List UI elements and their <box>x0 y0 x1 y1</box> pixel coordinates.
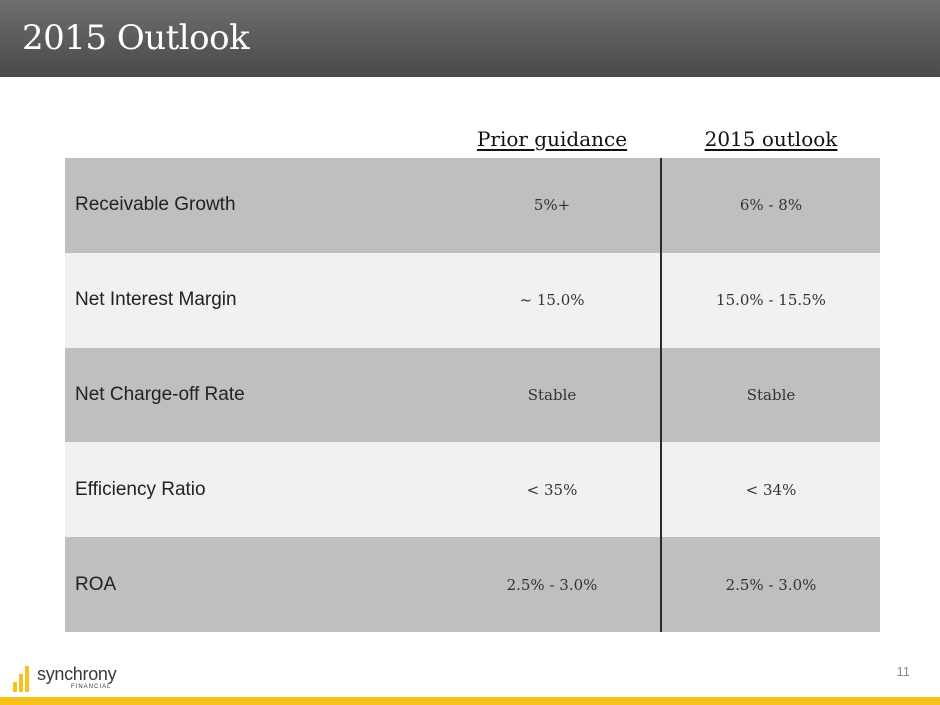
outlook-value: < 34% <box>745 480 797 499</box>
logo-wordmark: synchrony <box>37 664 117 684</box>
outlook-value: 2.5% - 3.0% <box>725 575 817 594</box>
prior-guidance-value: 5%+ <box>533 196 571 215</box>
synchrony-logo-icon <box>13 664 35 692</box>
metric-label: Net Charge-off Rate <box>75 383 245 405</box>
outlook-value: Stable <box>746 385 796 404</box>
table-row: Receivable Growth 5%+ 6% - 8% <box>65 158 880 253</box>
logo-subtitle: FINANCIAL <box>71 684 112 690</box>
table-row: Efficiency Ratio < 35% < 34% <box>65 442 880 538</box>
synchrony-logo: synchrony FINANCIAL <box>13 662 143 694</box>
prior-guidance-value: < 35% <box>526 480 578 499</box>
page-number: 11 <box>896 664 911 679</box>
prior-guidance-value: ~ 15.0% <box>519 291 585 310</box>
prior-guidance-value: 2.5% - 3.0% <box>506 575 598 594</box>
slide-title: 2015 Outlook <box>22 18 250 58</box>
table-row: Net Charge-off Rate Stable Stable <box>65 347 880 443</box>
column-header-2015-outlook: 2015 outlook <box>704 127 838 151</box>
column-header-prior-guidance: Prior guidance <box>476 127 628 151</box>
outlook-value: 6% - 8% <box>739 196 803 215</box>
table-row: Net Interest Margin ~ 15.0% 15.0% - 15.5… <box>65 252 880 348</box>
prior-guidance-value: Stable <box>527 385 577 404</box>
metric-label: Net Interest Margin <box>75 289 237 311</box>
column-divider <box>660 158 662 632</box>
metric-label: ROA <box>75 573 117 595</box>
metric-label: Efficiency Ratio <box>75 478 206 500</box>
footer-accent-bar <box>0 697 940 705</box>
metric-label: Receivable Growth <box>75 194 236 216</box>
outlook-value: 15.0% - 15.5% <box>716 291 826 310</box>
title-bar: 2015 Outlook <box>0 0 940 77</box>
table-row: ROA 2.5% - 3.0% 2.5% - 3.0% <box>65 537 880 632</box>
outlook-table: Receivable Growth 5%+ 6% - 8% Net Intere… <box>65 158 880 632</box>
